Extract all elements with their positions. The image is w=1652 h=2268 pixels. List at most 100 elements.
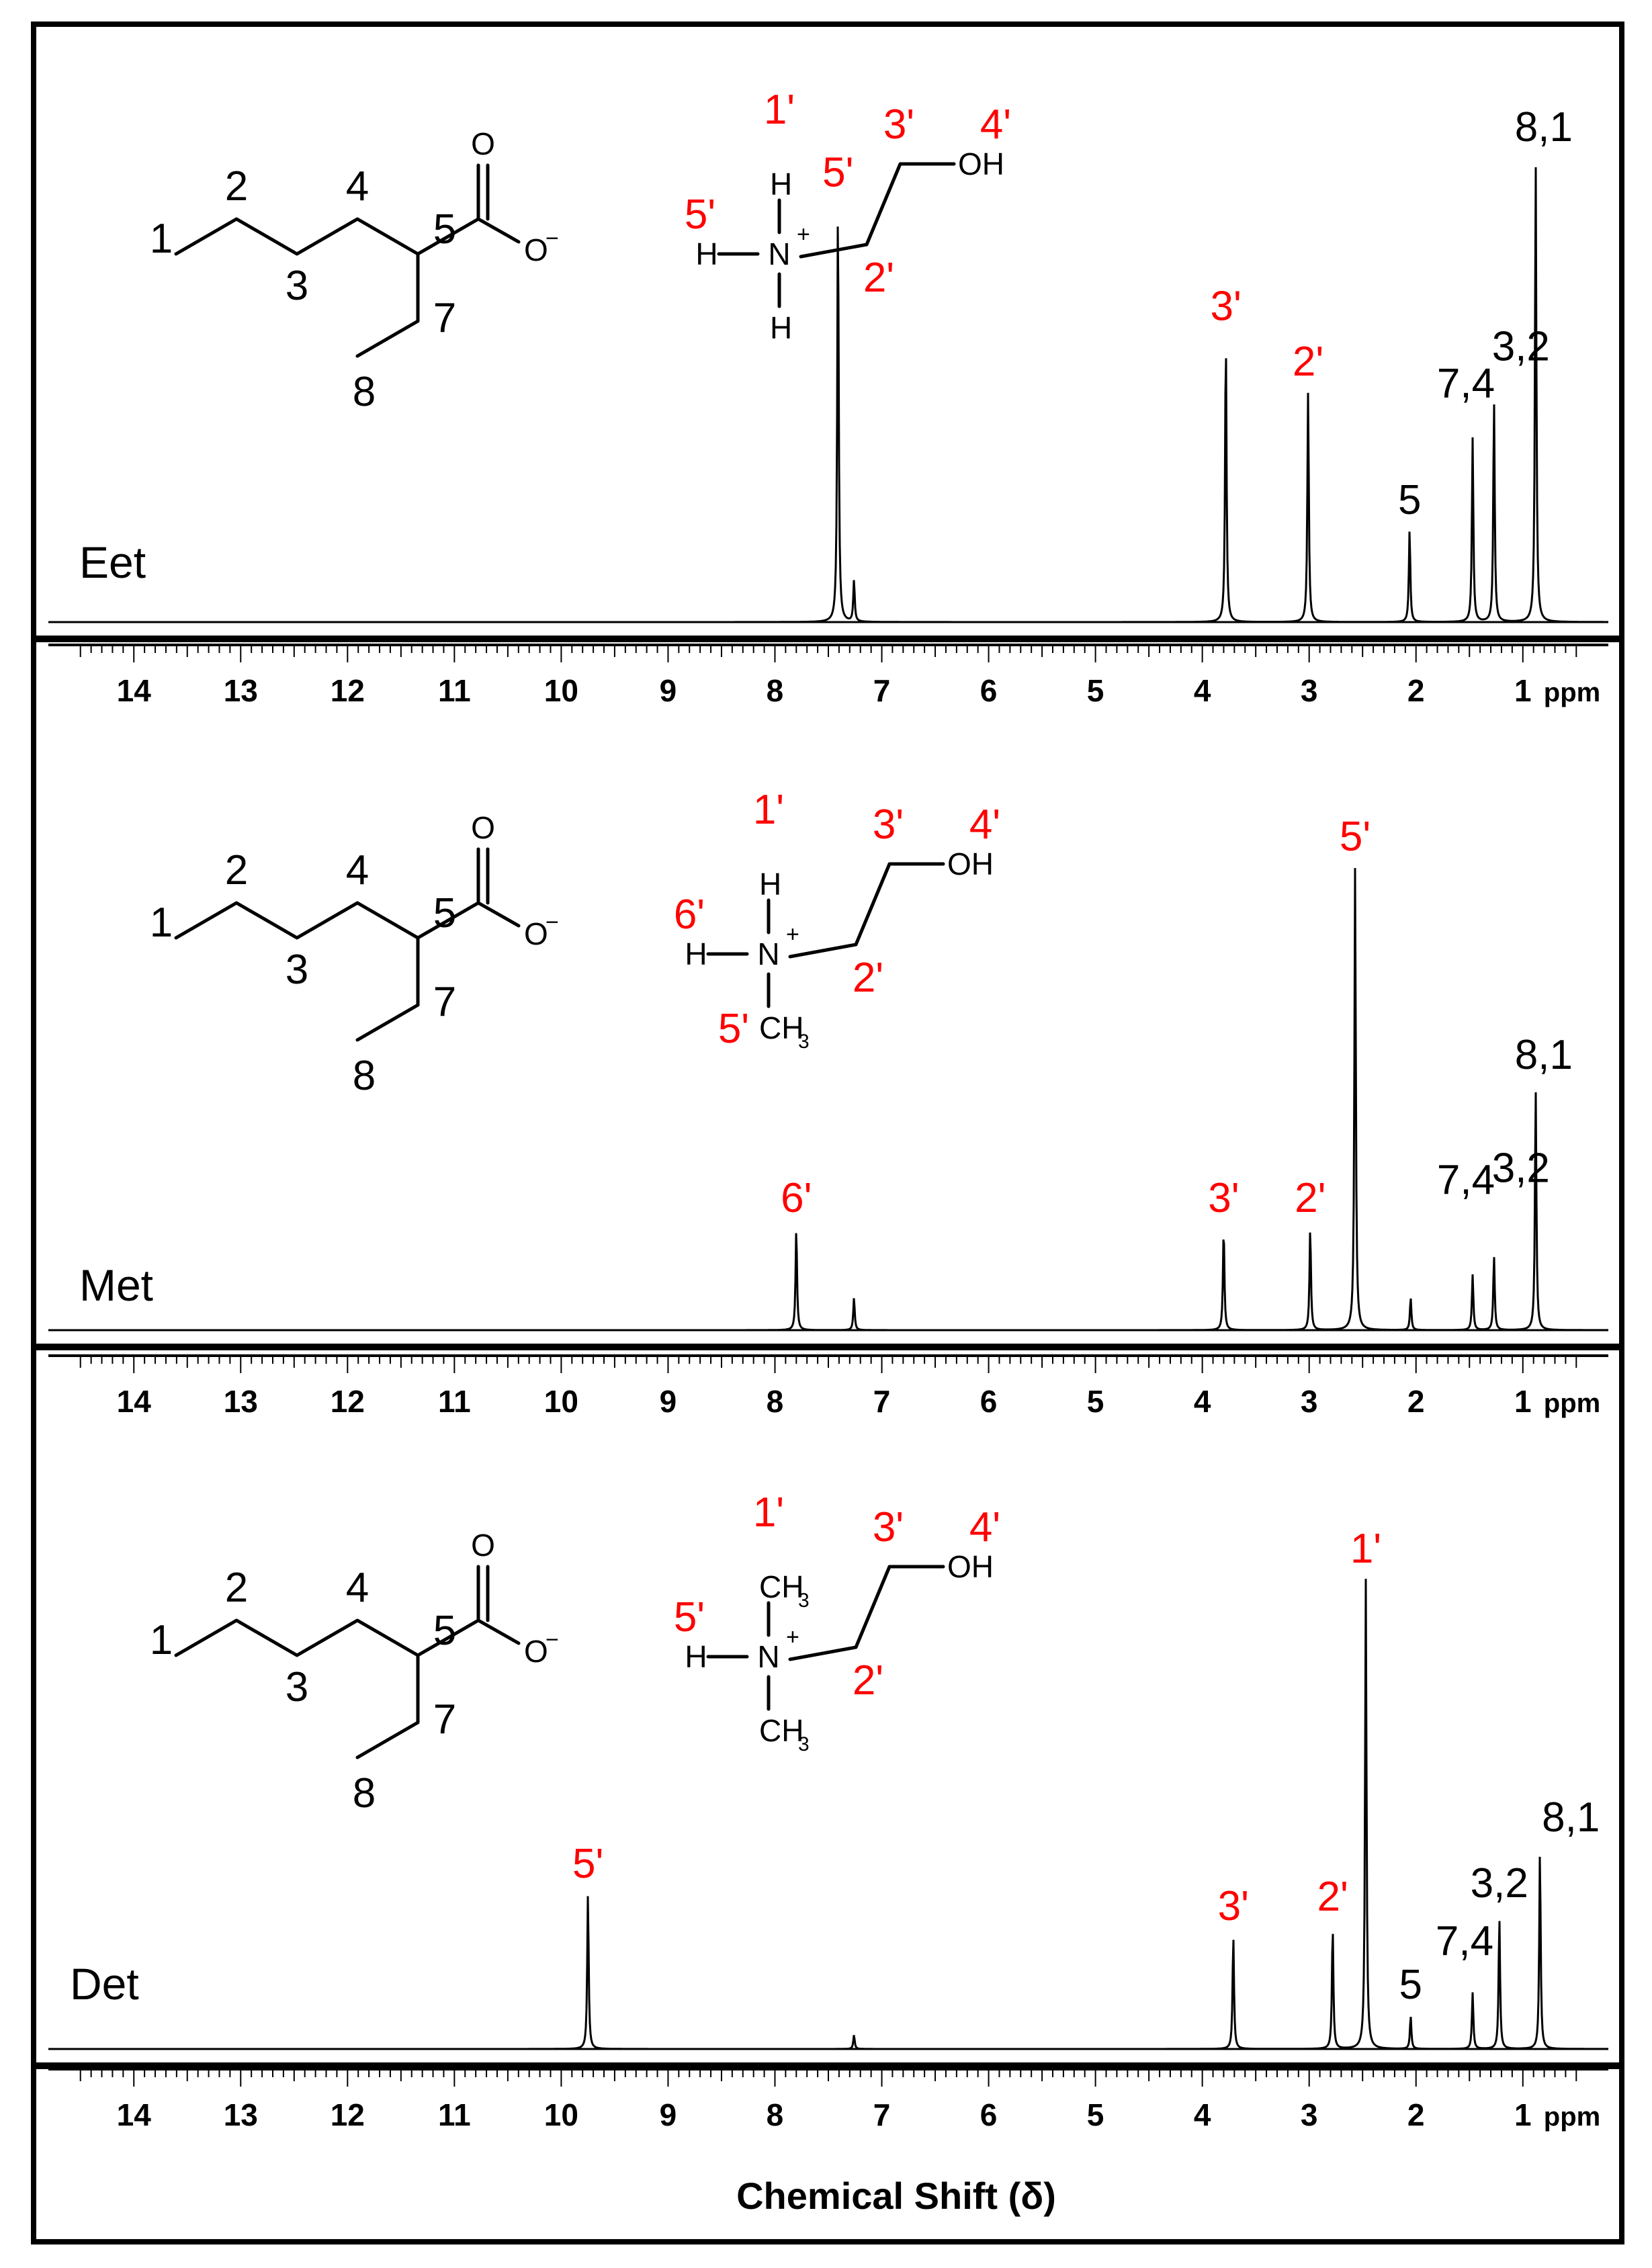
bottom-substituent: CH	[759, 1713, 803, 1748]
x-tick-label: 11	[438, 673, 471, 708]
x-tick-label: 13	[224, 673, 258, 708]
x-tick-label: 1	[1514, 1384, 1532, 1419]
hydroxyl-group: OH	[947, 1549, 994, 1584]
bottom-substituent: H	[770, 310, 792, 345]
cation-position-label: 2'	[863, 255, 894, 301]
x-tick-label: 9	[660, 2097, 677, 2132]
plus-charge: +	[786, 1624, 799, 1650]
anion-position-label: 1	[150, 1617, 173, 1663]
plus-charge: +	[786, 922, 799, 947]
x-tick-label: 9	[660, 673, 677, 708]
methyl-subscript: 3	[798, 1589, 810, 1612]
oxygen-atom: O	[524, 916, 548, 951]
anion-position-label: 4	[346, 1565, 369, 1611]
nitrogen-atom: N	[757, 936, 779, 971]
nitrogen-atom: N	[757, 1639, 779, 1674]
x-tick-label: 5	[1087, 2097, 1104, 2132]
x-tick-label: 11	[438, 2097, 471, 2132]
x-tick-label: 10	[544, 673, 578, 708]
x-axis: 14 13 12 11 10 9 8 7 6 5 4 3 2 1 ppm	[48, 2068, 1608, 2132]
oxygen-atom: O	[471, 126, 495, 161]
carboxylate-bond	[476, 217, 521, 244]
peak-label: 3'	[1210, 284, 1241, 330]
anion-position-label: 5	[433, 1608, 456, 1654]
x-tick-label: 5	[1087, 1384, 1104, 1419]
sample-name: Det	[70, 1959, 139, 2009]
hydrogen-atom: H	[685, 1639, 707, 1674]
peak-label: 5	[1399, 1962, 1422, 2008]
minus-charge: −	[546, 226, 559, 251]
anion-position-label: 7	[433, 979, 456, 1025]
x-tick-label: 7	[873, 2097, 891, 2132]
spectra-panels: 14 13 12 11 10 9 8 7 6 5 4 3 2 1 ppm5'3'2'57,43,28,1Ee…	[36, 87, 1619, 2132]
cation-position-label: 3'	[873, 1504, 904, 1551]
x-tick-label: 7	[873, 1384, 891, 1419]
oxygen-atom: O	[471, 1528, 495, 1563]
anion-position-label: 3	[286, 263, 308, 309]
peak-label: 7,4	[1437, 1157, 1495, 1203]
cation-position-label: 4'	[969, 801, 1000, 848]
cation-position-label: 3'	[883, 101, 914, 148]
x-tick-label: 7	[873, 673, 891, 708]
peak-label: 3,2	[1471, 1860, 1528, 1907]
anion-position-label: 3	[286, 1664, 308, 1710]
x-tick-label: 8	[767, 2097, 784, 2132]
plus-charge: +	[797, 222, 810, 247]
bottom-substituent: CH	[759, 1010, 803, 1045]
peak-label: 5'	[822, 150, 853, 196]
x-tick-label: 10	[544, 2097, 578, 2132]
cation-position-label: 5'	[718, 1006, 749, 1052]
x-tick-label: 4	[1194, 2097, 1211, 2132]
x-tick-label: 3	[1301, 2097, 1318, 2132]
anion-chain	[174, 217, 480, 256]
x-tick-label: 3	[1301, 673, 1318, 708]
x-tick-label: 6	[980, 673, 998, 708]
x-tick-label: 10	[544, 1384, 578, 1419]
peak-label: 7,4	[1437, 361, 1495, 407]
peak-label: 6'	[781, 1175, 812, 1221]
x-tick-label: 14	[117, 1384, 152, 1419]
x-tick-label: 14	[117, 673, 152, 708]
ethyl-branch	[355, 252, 420, 358]
anion-chain	[174, 901, 480, 940]
cation-position-label: 1'	[764, 87, 795, 133]
anion-position-label: 2	[225, 1565, 248, 1611]
x-tick-label: 2	[1407, 1384, 1425, 1419]
minus-charge: −	[546, 910, 559, 935]
peak-label: 8,1	[1515, 104, 1573, 150]
panel-separator	[36, 1344, 1619, 1350]
top-substituent: CH	[759, 1569, 803, 1604]
cation-position-label: 1'	[753, 787, 784, 833]
x-tick-label: 4	[1194, 673, 1211, 708]
anion-position-label: 2	[225, 847, 248, 893]
x-tick-label: 1	[1514, 673, 1532, 708]
x-tick-label: 14	[117, 2097, 152, 2132]
cation-position-label: 6'	[674, 891, 705, 938]
top-substituent: H	[770, 167, 792, 202]
carboxylate-bond	[476, 1618, 521, 1645]
hydrogen-atom: H	[685, 936, 707, 971]
x-tick-label: 12	[331, 1384, 365, 1419]
anion-position-label: 3	[286, 947, 308, 993]
ethyl-branch	[355, 936, 420, 1042]
x-tick-label: 8	[767, 673, 784, 708]
methyl-subscript: 3	[798, 1031, 810, 1053]
cation-position-label: 3'	[873, 801, 904, 848]
x-tick-label: 6	[980, 2097, 998, 2132]
x-tick-label: 4	[1194, 1384, 1211, 1419]
anion-position-label: 8	[353, 369, 376, 415]
x-tick-label: 3	[1301, 1384, 1318, 1419]
peak-label: 3,2	[1492, 324, 1550, 370]
peak-label: 3'	[1208, 1175, 1239, 1221]
hydroxyl-group: OH	[947, 846, 994, 881]
nitrogen-atom: N	[768, 236, 790, 271]
carboxylate-bond	[476, 901, 521, 928]
sample-name: Eet	[79, 537, 146, 587]
panel-separator	[36, 2062, 1619, 2069]
ppm-unit-label: ppm	[1544, 1389, 1600, 1418]
anion-position-label: 4	[346, 163, 369, 210]
